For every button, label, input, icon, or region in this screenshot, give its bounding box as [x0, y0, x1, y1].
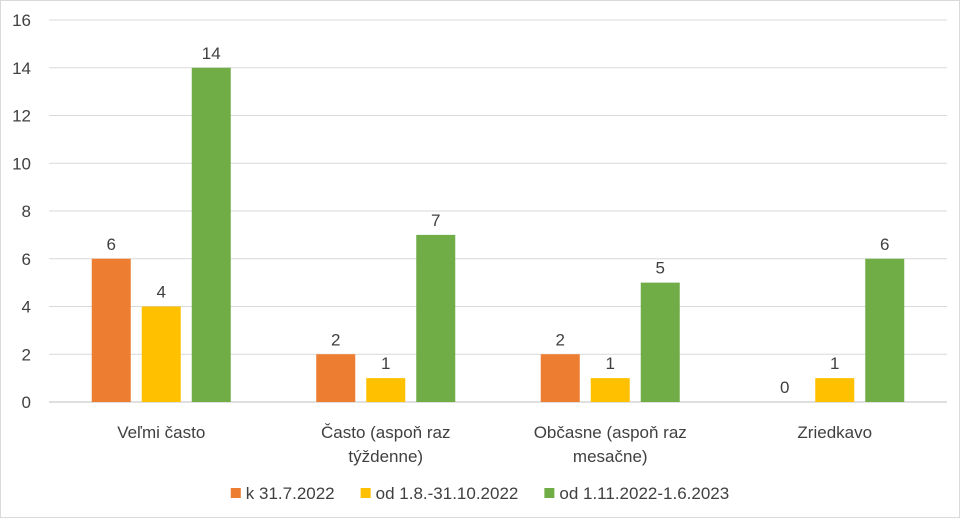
data-label: 1 — [381, 354, 390, 373]
data-label: 2 — [556, 330, 565, 349]
y-tick-label: 8 — [22, 202, 31, 221]
y-tick-label: 2 — [22, 345, 31, 364]
y-tick-label: 14 — [12, 59, 31, 78]
legend-swatch — [544, 488, 555, 498]
data-label: 1 — [830, 354, 839, 373]
category-label: týždenne) — [348, 447, 423, 466]
y-tick-label: 12 — [12, 107, 31, 126]
bar — [590, 378, 630, 402]
data-label: 7 — [431, 211, 440, 230]
bar — [141, 306, 181, 402]
legend-swatch — [360, 488, 371, 498]
y-axis: 0 2 4 6 8 10 12 14 16 — [12, 11, 31, 412]
data-labels: 6 4 14 2 1 7 2 1 5 0 1 6 — [107, 44, 890, 397]
y-tick-label: 6 — [22, 250, 31, 269]
bar — [640, 282, 680, 402]
bar — [416, 234, 456, 402]
legend: k 31.7.2022 od 1.8.-31.10.2022 od 1.11.202… — [230, 484, 729, 503]
bar — [191, 67, 231, 402]
data-label: 1 — [606, 354, 615, 373]
bar — [91, 258, 131, 402]
legend-label: k 31.7.2022 — [246, 484, 335, 503]
bar — [316, 354, 356, 402]
category-label: mesačne) — [573, 447, 648, 466]
category-label: Často (aspoň raz — [321, 423, 450, 442]
data-label: 2 — [331, 330, 340, 349]
y-tick-label: 4 — [22, 298, 31, 317]
bar — [865, 258, 905, 402]
category-label: Veľmi často — [117, 423, 205, 442]
bar — [366, 378, 406, 402]
data-label: 14 — [202, 44, 221, 63]
legend-label: od 1.8.-31.10.2022 — [376, 484, 519, 503]
legend-label: od 1.11.2022-1.6.2023 — [559, 484, 729, 503]
gridlines — [49, 19, 947, 403]
y-tick-label: 16 — [12, 11, 31, 30]
bars — [91, 67, 905, 402]
data-label: 4 — [157, 283, 166, 302]
data-label: 6 — [880, 235, 889, 254]
category-label: Zriedkavo — [797, 423, 872, 442]
data-label: 5 — [656, 259, 665, 278]
x-axis: Veľmi často Často (aspoň raz týždenne) Obča… — [117, 423, 872, 466]
bar — [540, 354, 580, 402]
data-label: 6 — [107, 235, 116, 254]
y-tick-label: 0 — [22, 393, 31, 412]
bar — [815, 378, 855, 402]
legend-swatch — [230, 488, 241, 498]
y-tick-label: 10 — [12, 154, 31, 173]
data-label: 0 — [780, 378, 789, 397]
category-label: Občasne (aspoň raz — [534, 423, 687, 442]
